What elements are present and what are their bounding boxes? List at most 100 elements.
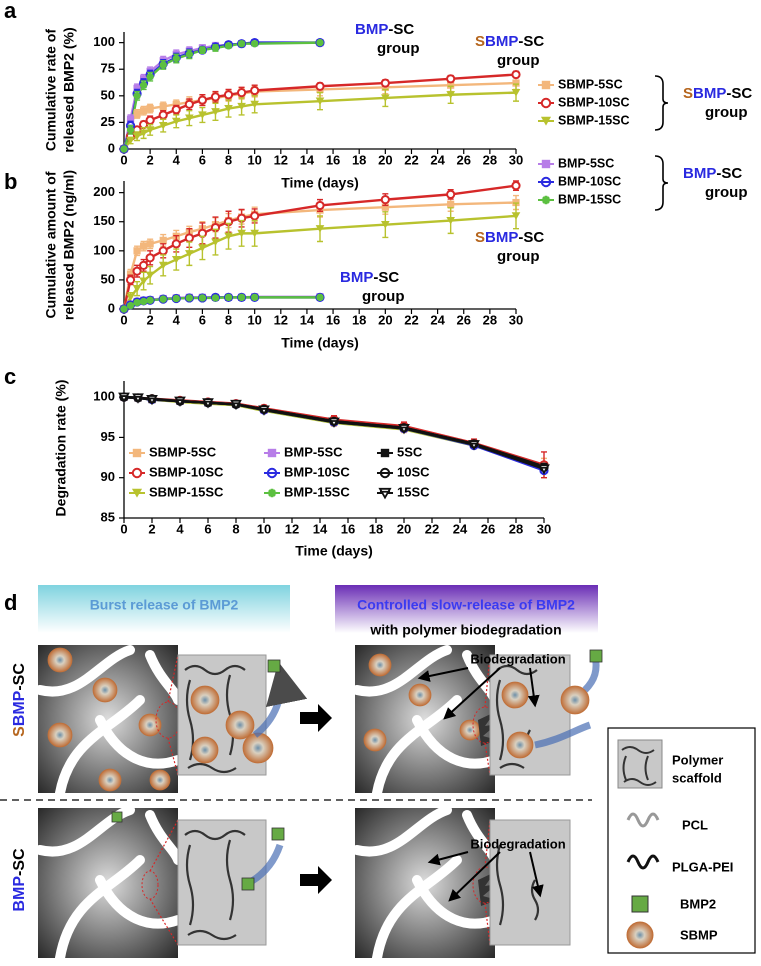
y-tick-label: 100 — [93, 34, 115, 49]
panel-label: c — [4, 364, 16, 389]
legend-brace — [654, 75, 669, 131]
annotation-sub: group — [377, 40, 420, 57]
diagram-legend — [607, 727, 756, 954]
data-point — [146, 296, 154, 304]
y-tick-label: 50 — [101, 271, 115, 286]
data-point — [126, 115, 135, 123]
data-point — [251, 40, 259, 48]
x-tick-label: 18 — [352, 312, 366, 327]
data-point — [210, 92, 221, 102]
header-text: Burst release of BMP2 — [90, 597, 239, 613]
y-tick-label: 75 — [101, 61, 115, 76]
data-point — [250, 211, 260, 221]
data-point — [381, 94, 390, 102]
data-point — [315, 81, 325, 91]
data-point — [120, 145, 128, 153]
data-point — [380, 195, 390, 205]
x-tick-label: 10 — [247, 152, 261, 167]
data-point — [140, 107, 148, 115]
legend-marker — [132, 448, 142, 458]
annotation-sub: group — [705, 104, 748, 121]
data-point — [145, 115, 155, 125]
data-point — [146, 240, 154, 248]
data-point — [328, 417, 340, 428]
data-point — [159, 295, 167, 303]
annotation-part: -SC — [373, 269, 399, 286]
legend-text: Polymer — [672, 752, 723, 767]
x-tick-label: 30 — [509, 152, 523, 167]
annotation-part: BMP — [355, 21, 388, 38]
x-tick-label: 10 — [247, 312, 261, 327]
x-tick-label: 20 — [378, 312, 392, 327]
data-point — [132, 285, 142, 293]
data-point — [197, 95, 207, 105]
legend-text: 10SC — [397, 464, 430, 479]
data-point — [447, 200, 455, 208]
data-point — [316, 39, 324, 47]
data-point — [198, 111, 207, 119]
data-point — [238, 40, 246, 48]
data-point — [185, 250, 194, 258]
data-point — [224, 293, 233, 301]
legend-marker — [541, 80, 551, 90]
data-point — [446, 189, 456, 199]
annotation-part: -SC — [518, 33, 544, 50]
y-tick-label: 100 — [93, 389, 115, 404]
header-box — [38, 585, 290, 633]
legend-text: BMP-10SC — [558, 174, 621, 188]
legend-text: SBMP-15SC — [149, 484, 224, 499]
annotation-part: BMP — [683, 165, 716, 182]
data-point — [172, 294, 180, 303]
data-point — [185, 50, 193, 58]
y-tick-label: 25 — [101, 114, 115, 129]
data-point — [145, 253, 155, 263]
x-tick-label: 26 — [481, 521, 495, 536]
data-point — [139, 260, 149, 270]
legend-marker — [379, 467, 391, 479]
data-point — [146, 395, 158, 406]
annotation-sub: group — [705, 184, 748, 201]
legend-text: SBMP-10SC — [149, 464, 224, 479]
x-tick-label: 10 — [257, 521, 271, 536]
data-point — [171, 239, 181, 249]
x-tick-label: 18 — [352, 152, 366, 167]
y-axis-title: Degradation rate (%) — [53, 380, 69, 517]
legend-text: SBMP-5SC — [149, 444, 217, 459]
data-point — [120, 305, 128, 313]
label-part: BMP — [11, 876, 28, 912]
data-point — [126, 126, 135, 134]
x-tick-label: 16 — [326, 312, 340, 327]
data-point — [512, 79, 520, 87]
legend-text: BMP-10SC — [284, 464, 350, 479]
annotation: SBMP-SC — [475, 33, 544, 50]
row-label: BMP-SC — [11, 848, 28, 912]
data-point — [202, 398, 214, 409]
annotation: Biodegradation — [470, 836, 565, 851]
x-tick-label: 20 — [378, 152, 392, 167]
x-tick-label: 14 — [300, 152, 315, 167]
x-tick-label: 6 — [199, 152, 206, 167]
legend-marker — [267, 488, 277, 498]
data-point — [250, 229, 259, 238]
x-tick-label: 26 — [456, 152, 470, 167]
data-point — [146, 73, 154, 81]
y-axis-title: Cumulative rate of — [43, 29, 59, 151]
data-point — [132, 393, 144, 404]
legend-text: 5SC — [397, 444, 423, 459]
label-part: BMP — [11, 690, 28, 726]
annotation-part: -SC — [518, 229, 544, 246]
data-point — [185, 114, 194, 123]
x-tick-label: 2 — [147, 152, 154, 167]
data-point — [133, 84, 141, 92]
annotation-sub: group — [497, 248, 540, 265]
x-tick-label: 16 — [326, 152, 340, 167]
data-point — [258, 405, 270, 416]
legend-marker — [378, 487, 392, 500]
header-box — [335, 585, 598, 633]
data-point — [446, 216, 455, 225]
y-tick-label: 85 — [101, 509, 115, 524]
data-point — [315, 200, 325, 211]
label-part: S — [11, 726, 28, 737]
data-point — [184, 233, 194, 243]
